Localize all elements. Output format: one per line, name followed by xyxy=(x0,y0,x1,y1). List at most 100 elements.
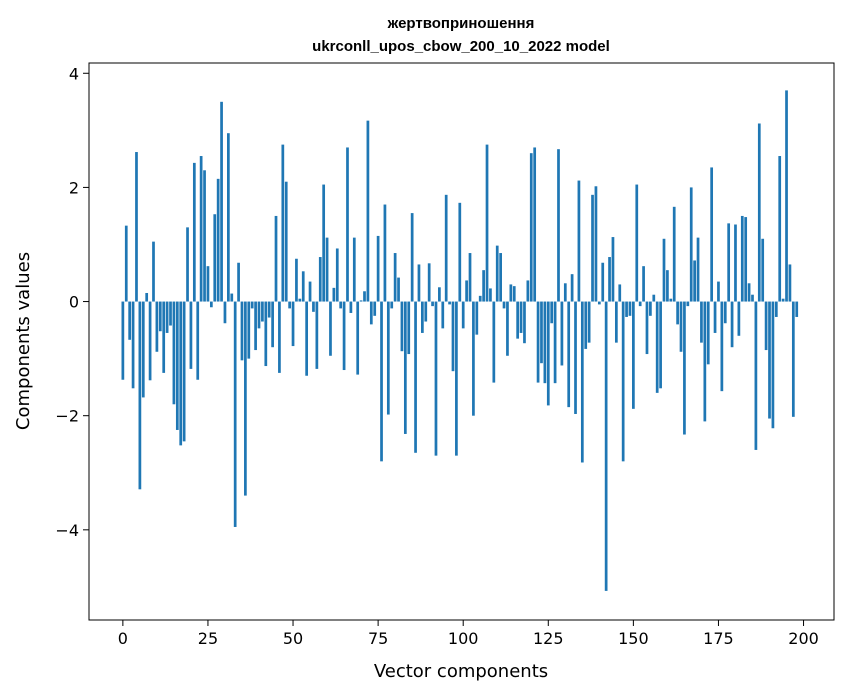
bar-component-2 xyxy=(128,301,132,340)
bar-component-161 xyxy=(669,298,673,302)
bar-component-103 xyxy=(472,301,475,416)
bar-component-24 xyxy=(203,170,206,302)
bar-component-70 xyxy=(359,300,363,302)
bar-component-60 xyxy=(325,237,329,302)
bar-component-170 xyxy=(700,301,703,343)
bar-component-146 xyxy=(618,284,622,302)
bar-component-72 xyxy=(366,120,370,302)
bar-component-178 xyxy=(727,223,731,302)
y-axis-ticks: −4 −2 0 2 4 xyxy=(55,64,89,540)
bar-component-3 xyxy=(131,301,135,389)
bar-component-43 xyxy=(267,301,271,318)
bar-component-23 xyxy=(199,156,203,302)
bar-component-51 xyxy=(295,258,298,302)
bar-component-176 xyxy=(720,301,724,392)
bar-component-73 xyxy=(369,301,373,325)
bar-component-78 xyxy=(386,301,390,415)
bar-component-59 xyxy=(322,184,326,302)
bar-component-149 xyxy=(628,301,632,316)
bar-component-28 xyxy=(216,178,220,302)
bar-component-104 xyxy=(475,301,479,335)
bar-component-159 xyxy=(662,238,666,302)
bar-component-186 xyxy=(754,301,758,450)
bar-component-0 xyxy=(121,301,125,380)
bar-component-100 xyxy=(461,301,465,329)
bar-component-92 xyxy=(434,301,438,456)
x-tick-label: 0 xyxy=(118,629,128,648)
y-tick-label: −4 xyxy=(55,521,79,540)
bar-component-180 xyxy=(734,224,737,302)
bar-component-150 xyxy=(632,301,635,409)
bar-component-9 xyxy=(152,241,155,302)
bar-component-174 xyxy=(713,301,717,333)
bar-component-49 xyxy=(288,301,291,309)
bar-component-61 xyxy=(329,301,332,356)
bar-component-183 xyxy=(744,217,748,302)
bar-component-83 xyxy=(403,301,407,434)
bar-component-22 xyxy=(196,301,200,380)
bar-component-94 xyxy=(441,301,445,329)
bar-component-17 xyxy=(179,301,183,446)
bar-component-137 xyxy=(587,301,591,343)
chart-subtitle: ukrconll_upos_cbow_200_10_2022 model xyxy=(312,38,610,55)
x-tick-label: 75 xyxy=(368,629,388,648)
bar-component-25 xyxy=(206,266,210,302)
bar-component-125 xyxy=(546,301,550,406)
bar-component-189 xyxy=(764,301,768,351)
bar-component-123 xyxy=(540,301,543,364)
y-tick-label: −2 xyxy=(55,407,79,426)
bar-component-50 xyxy=(291,301,295,347)
x-tick-label: 100 xyxy=(448,629,479,648)
bar-component-116 xyxy=(516,301,520,339)
bar-component-82 xyxy=(400,301,404,352)
bar-component-145 xyxy=(614,301,618,343)
bar-component-11 xyxy=(158,301,162,332)
bar-component-171 xyxy=(703,301,707,422)
x-tick-label: 25 xyxy=(198,629,218,648)
bar-component-160 xyxy=(666,270,669,302)
bar-component-42 xyxy=(264,301,268,367)
bar-component-175 xyxy=(717,281,720,302)
bar-component-79 xyxy=(390,301,394,309)
bar-component-140 xyxy=(597,301,601,305)
bar-component-29 xyxy=(220,101,223,302)
y-axis-label: Components values xyxy=(13,252,34,430)
bar-component-105 xyxy=(478,295,482,302)
bar-component-106 xyxy=(482,270,485,302)
y-tick-label: 4 xyxy=(69,64,79,83)
bar-component-93 xyxy=(438,287,441,302)
bar-component-177 xyxy=(723,301,727,324)
bar-component-32 xyxy=(230,293,234,302)
bar-component-158 xyxy=(659,301,662,389)
bar-component-142 xyxy=(604,301,608,591)
bar-component-121 xyxy=(533,147,537,302)
bar-component-40 xyxy=(257,301,261,329)
bar-component-26 xyxy=(209,301,213,308)
bar-component-87 xyxy=(417,264,421,302)
bar-component-198 xyxy=(795,301,799,317)
bar-component-67 xyxy=(349,301,353,313)
bar-component-21 xyxy=(192,162,196,302)
bar-component-165 xyxy=(683,301,686,435)
bar-component-109 xyxy=(492,301,496,383)
bar-component-181 xyxy=(737,301,741,336)
bar-component-172 xyxy=(706,301,710,365)
x-tick-label: 150 xyxy=(618,629,649,648)
bar-component-120 xyxy=(529,153,533,302)
bar-component-89 xyxy=(424,301,428,322)
bar-component-162 xyxy=(672,206,676,302)
bar-component-56 xyxy=(312,301,315,312)
bar-component-98 xyxy=(455,301,458,456)
bar-component-118 xyxy=(523,301,526,344)
bar-component-115 xyxy=(512,286,516,302)
bar-component-39 xyxy=(254,301,257,351)
bar-component-166 xyxy=(686,301,690,307)
bar-component-84 xyxy=(407,301,411,355)
bar-component-52 xyxy=(298,298,302,302)
bar-component-153 xyxy=(642,266,645,302)
bar-component-16 xyxy=(175,301,179,430)
bars-group xyxy=(121,90,799,591)
bar-component-10 xyxy=(155,301,159,352)
bar-component-47 xyxy=(281,144,285,302)
